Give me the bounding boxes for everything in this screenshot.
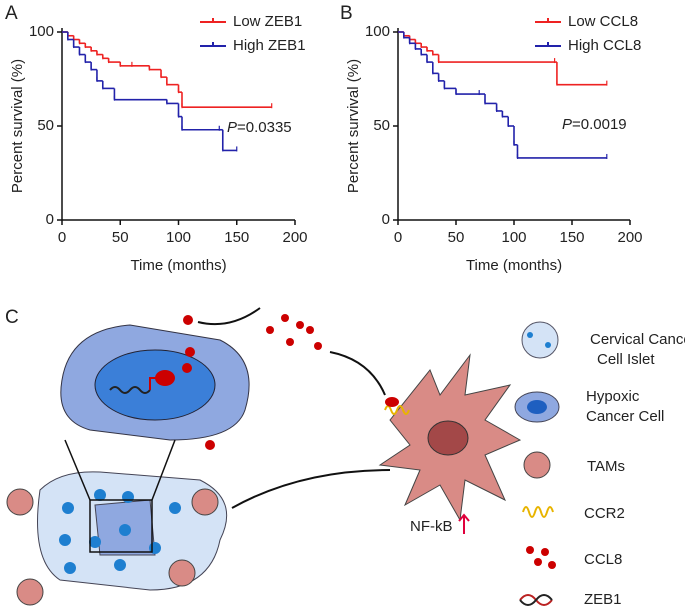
x-tick-label: 200 bbox=[617, 229, 642, 246]
nucleus bbox=[94, 349, 216, 421]
legend-text: CCL8 bbox=[584, 551, 622, 568]
signal-label: NF-kB bbox=[410, 518, 453, 535]
arrow bbox=[329, 351, 386, 396]
x-tick-label: 150 bbox=[224, 229, 249, 246]
legend-text: Cervical Cancer bbox=[590, 331, 685, 348]
ccl8-dot bbox=[155, 370, 175, 386]
panel-label: C bbox=[5, 307, 19, 328]
x-tick-label: 100 bbox=[501, 229, 526, 246]
x-tick-label: 50 bbox=[448, 229, 465, 246]
p-value: P=0.0335 bbox=[227, 119, 292, 136]
legend-label: Low ZEB1 bbox=[233, 13, 302, 30]
legend-text: TAMs bbox=[587, 458, 625, 475]
y-axis-label: Percent survival (%) bbox=[345, 59, 362, 193]
p-text: =0.0019 bbox=[572, 116, 627, 133]
panel-label: A bbox=[5, 3, 18, 24]
ccl8-dot bbox=[185, 347, 195, 357]
up-arrow bbox=[458, 513, 470, 534]
x-tick-label: 50 bbox=[112, 229, 129, 246]
legend-text: Cell Islet bbox=[597, 351, 655, 368]
arrow bbox=[231, 469, 391, 509]
diagram-legend: Cervical Cancer Cell Islet Hypoxic Cance… bbox=[514, 321, 685, 608]
panel-label: B bbox=[340, 3, 353, 24]
tam-nucleus bbox=[427, 420, 469, 456]
ccl8-dot bbox=[182, 363, 192, 373]
legend-text: CCR2 bbox=[584, 505, 625, 522]
arrow bbox=[197, 307, 261, 326]
y-tick-label: 0 bbox=[46, 211, 54, 228]
legend-text: Hypoxic bbox=[586, 388, 640, 405]
legend-text: Cancer Cell bbox=[586, 408, 664, 425]
dna bbox=[109, 386, 151, 394]
y-tick-label: 50 bbox=[373, 117, 390, 134]
p-value: P=0.0019 bbox=[562, 116, 627, 133]
y-tick-label: 100 bbox=[365, 23, 390, 40]
x-tick-label: 200 bbox=[282, 229, 307, 246]
x-axis-label: Time (months) bbox=[466, 257, 562, 274]
legend-text: ZEB1 bbox=[584, 591, 622, 608]
ccr2 bbox=[384, 405, 410, 415]
ccl8-dot bbox=[183, 315, 193, 325]
legend-label: High ZEB1 bbox=[233, 37, 306, 54]
ccl8-dot bbox=[205, 440, 215, 450]
x-tick-label: 0 bbox=[58, 229, 66, 246]
y-tick-label: 50 bbox=[37, 117, 54, 134]
legend-label: High CCL8 bbox=[568, 37, 641, 54]
legend-label: Low CCL8 bbox=[568, 13, 638, 30]
x-tick-label: 0 bbox=[394, 229, 402, 246]
p-italic: P bbox=[227, 119, 237, 136]
diagram: NF-kB bbox=[6, 307, 522, 606]
x-axis-label: Time (months) bbox=[130, 257, 226, 274]
x-tick-label: 150 bbox=[559, 229, 584, 246]
y-tick-label: 0 bbox=[382, 211, 390, 228]
x-tick-label: 100 bbox=[166, 229, 191, 246]
p-italic: P bbox=[562, 116, 572, 133]
p-text: =0.0335 bbox=[237, 119, 292, 136]
y-axis-label: Percent survival (%) bbox=[9, 59, 26, 193]
y-tick-label: 100 bbox=[29, 23, 54, 40]
